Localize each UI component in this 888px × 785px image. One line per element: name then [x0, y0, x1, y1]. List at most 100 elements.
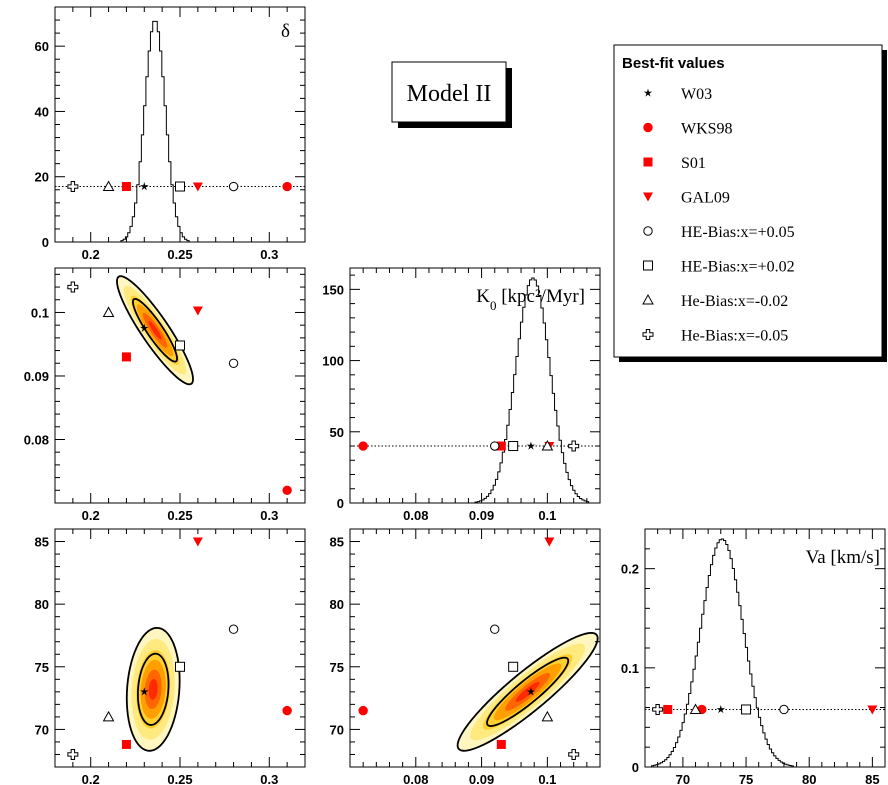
y-tick-label: 80 — [330, 597, 344, 612]
legend-marker-W03 — [643, 88, 653, 97]
y-tick-label: 75 — [35, 660, 49, 675]
legend-marker-HE05 — [643, 226, 653, 236]
plot-background — [55, 7, 305, 242]
best-fit-marker-HE05 — [490, 624, 500, 634]
legend-entry-HEm05: He-Bias:x=-0.05 — [681, 328, 788, 345]
best-fit-marker-HEm02 — [102, 180, 115, 192]
best-fit-marker-HEm02 — [541, 440, 554, 451]
y-tick-label: 80 — [35, 597, 49, 612]
plot-background — [55, 268, 305, 503]
x-tick-label: 0.3 — [260, 247, 278, 262]
label-Va: Va [km/s] — [806, 547, 880, 568]
x-tick-label: 85 — [865, 772, 879, 785]
contour-fill-5 — [515, 681, 540, 702]
contour-1sigma — [486, 656, 570, 727]
legend-entry-HE05: HE-Bias:x=+0.05 — [681, 224, 795, 241]
best-fit-marker-GAL09 — [544, 537, 555, 547]
y-tick-label: 20 — [35, 170, 49, 185]
legend-entry-S01: S01 — [681, 155, 706, 172]
best-fit-marker-HEm05 — [67, 281, 79, 293]
best-fit-marker-WKS98 — [358, 441, 368, 451]
best-fit-marker-HEm05 — [568, 440, 580, 452]
y-tick-label: 0 — [337, 496, 344, 511]
legend-marker-GAL09 — [643, 192, 653, 202]
legend-marker-WKS98 — [643, 122, 653, 133]
x-tick-label: 0.25 — [167, 508, 192, 523]
model-label-box: Model II — [391, 61, 512, 128]
best-fit-marker-HE02 — [741, 704, 752, 715]
best-fit-marker-S01 — [121, 182, 131, 192]
best-fit-marker-GAL09 — [192, 306, 203, 316]
best-fit-marker-HE02 — [175, 661, 185, 672]
label-K0-unit: [kpc²/Myr] — [496, 286, 585, 307]
y-tick-label: 0.08 — [24, 432, 49, 447]
model-box — [391, 61, 507, 123]
legend-entry-HEm02: He-Bias:x=-0.02 — [681, 293, 788, 310]
best-fit-marker-HEm05 — [67, 181, 79, 193]
best-fit-marker-S01 — [121, 352, 131, 362]
x-tick-label: 0.09 — [469, 508, 494, 523]
x-tick-label: 0.2 — [82, 772, 100, 785]
legend-marker-HE02 — [643, 260, 653, 271]
y-tick-label: 0.1 — [621, 661, 639, 676]
best-fit-marker-W03 — [140, 182, 149, 191]
best-fit-marker-GAL09 — [867, 705, 878, 715]
contour-fill-5 — [148, 321, 162, 340]
best-fit-marker-HEm02 — [102, 710, 115, 722]
y-tick-label: 0 — [42, 235, 49, 250]
best-fit-marker-GAL09 — [192, 537, 203, 547]
contour-1sigma — [132, 297, 178, 363]
best-fit-marker-HEm02 — [541, 710, 554, 722]
best-fit-marker-HE05 — [228, 181, 239, 192]
y-tick-label: 0.1 — [31, 305, 49, 320]
x-tick-label: 0.25 — [167, 247, 192, 262]
label-delta: δ — [281, 21, 290, 42]
best-fit-marker-S01 — [496, 739, 506, 749]
best-fit-marker-HEm02 — [102, 306, 115, 317]
best-fit-marker-HE02 — [175, 340, 185, 351]
best-fit-marker-GAL09 — [192, 182, 203, 192]
best-fit-marker-W03 — [140, 687, 149, 696]
best-fit-marker-HE02 — [175, 181, 185, 192]
plot-area — [350, 277, 600, 503]
x-tick-label: 0.25 — [167, 772, 192, 785]
y-tick-label: 60 — [35, 39, 49, 54]
best-fit-marker-W03 — [140, 323, 149, 332]
contour-2sigma — [456, 631, 599, 752]
y-tick-label: 0.09 — [24, 369, 49, 384]
label-K0-main: K — [476, 286, 490, 307]
y-tick-label: 0 — [632, 760, 639, 775]
best-fit-marker-WKS98 — [282, 485, 292, 495]
label-K0-sub: 0 — [490, 298, 497, 313]
contour-K0-Va-panel: 0.08 0.09 0.1 70 75 80 85 — [330, 528, 601, 785]
legend-entry-GAL09: GAL09 — [681, 190, 730, 207]
best-fit-marker-HE02 — [508, 661, 519, 672]
plot-background — [350, 268, 600, 503]
histogram-line — [55, 20, 305, 242]
best-fit-marker-HE02 — [508, 441, 519, 452]
x-tick-label: 0.2 — [82, 508, 100, 523]
x-tick-label: 0.1 — [538, 772, 556, 785]
label-K0: K0 [kpc²/Myr] — [476, 286, 585, 313]
x-tick-label: 0.08 — [403, 772, 428, 785]
legend-box — [613, 44, 883, 358]
x-tick-label: 80 — [802, 772, 816, 785]
y-tick-label: 0.2 — [621, 562, 639, 577]
plot-background — [55, 529, 305, 767]
legend-entry-W03: W03 — [681, 86, 712, 103]
hist-Va-panel: 70 75 80 85 0 0.1 0.2 — [621, 528, 886, 785]
plot-area — [358, 537, 599, 760]
contour-fill-5 — [148, 678, 158, 700]
x-tick-label: 70 — [676, 772, 690, 785]
best-fit-marker-HE05 — [490, 441, 500, 451]
best-fit-marker-HEm05 — [67, 748, 79, 760]
histogram-line — [350, 277, 600, 503]
best-fit-marker-W03 — [526, 441, 536, 450]
y-tick-label: 40 — [35, 104, 49, 119]
best-fit-marker-HE05 — [779, 704, 789, 715]
x-tick-label: 0.09 — [469, 772, 494, 785]
model-label: Model II — [407, 81, 492, 107]
best-fit-marker-S01 — [121, 739, 131, 749]
